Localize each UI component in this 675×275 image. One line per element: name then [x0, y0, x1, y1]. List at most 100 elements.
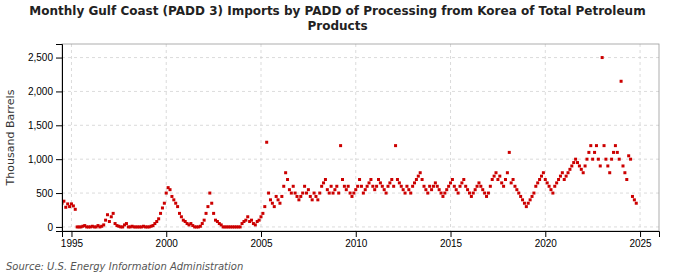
point: [385, 192, 388, 195]
point: [424, 188, 427, 191]
point: [271, 202, 274, 205]
chart: 199520002005201020152020202505001,0001,5…: [0, 0, 675, 275]
point: [316, 198, 319, 201]
point: [208, 192, 211, 195]
point: [345, 188, 348, 191]
point: [66, 202, 69, 205]
point: [614, 144, 617, 147]
point: [280, 195, 283, 198]
y-tick: 2,500: [28, 52, 62, 63]
title-line: Products: [307, 19, 367, 33]
point: [176, 205, 179, 208]
point: [303, 185, 306, 188]
y-tick-label: 1,500: [28, 120, 53, 131]
point: [551, 192, 554, 195]
point: [362, 192, 365, 195]
point: [284, 171, 287, 174]
point: [326, 188, 329, 191]
point: [544, 178, 547, 181]
point: [589, 144, 592, 147]
point: [199, 225, 202, 228]
point: [512, 178, 515, 181]
title-line: Monthly Gulf Coast (PADD 3) Imports by P…: [29, 4, 645, 18]
y-tick-mark: [56, 91, 62, 92]
point: [278, 202, 281, 205]
point: [595, 144, 598, 147]
point: [244, 219, 247, 222]
point: [347, 185, 350, 188]
point: [434, 181, 437, 184]
point: [282, 185, 285, 188]
point: [603, 144, 606, 147]
x-tick-label: 2005: [250, 238, 273, 249]
y-tick-mark: [56, 125, 62, 126]
point: [169, 188, 172, 191]
point: [457, 192, 460, 195]
x-tick-label: 2015: [440, 238, 463, 249]
point: [309, 195, 312, 198]
point: [320, 185, 323, 188]
point: [430, 188, 433, 191]
point: [201, 222, 204, 225]
point: [534, 185, 537, 188]
point: [286, 178, 289, 181]
point: [515, 188, 518, 191]
point: [510, 181, 513, 184]
point: [402, 188, 405, 191]
point: [178, 212, 181, 215]
point: [477, 181, 480, 184]
point: [165, 192, 168, 195]
y-tick: 1,000: [28, 154, 62, 165]
point: [250, 219, 253, 222]
point: [405, 185, 408, 188]
point: [273, 205, 276, 208]
point: [297, 198, 300, 201]
x-grid-line: [355, 44, 356, 231]
point: [356, 185, 359, 188]
point: [332, 192, 335, 195]
point: [631, 195, 634, 198]
point: [455, 188, 458, 191]
point: [409, 192, 412, 195]
point: [108, 220, 111, 223]
point: [621, 164, 624, 167]
point: [74, 208, 77, 211]
y-grid-line: [62, 57, 659, 58]
point: [485, 195, 488, 198]
point: [460, 181, 463, 184]
point: [398, 181, 401, 184]
y-axis-title: Thousand Barrels: [4, 89, 17, 186]
point: [584, 164, 587, 167]
point: [157, 217, 160, 220]
point: [568, 168, 571, 171]
x-axis-line: [63, 232, 660, 238]
point: [597, 158, 600, 161]
point: [368, 181, 371, 184]
point: [330, 185, 333, 188]
point: [559, 175, 562, 178]
point: [102, 223, 105, 226]
point: [277, 198, 280, 201]
point: [288, 188, 291, 191]
point: [521, 198, 524, 201]
point: [565, 175, 568, 178]
point: [527, 202, 530, 205]
point: [417, 175, 420, 178]
x-tick-mark: [640, 231, 641, 237]
point: [449, 181, 452, 184]
plot-frame: [62, 44, 659, 231]
point: [301, 192, 304, 195]
point: [369, 178, 372, 181]
point: [212, 212, 215, 215]
point: [263, 205, 266, 208]
point: [159, 212, 162, 215]
point: [341, 178, 344, 181]
point: [438, 188, 441, 191]
point: [466, 188, 469, 191]
point: [495, 171, 498, 174]
point: [275, 195, 278, 198]
point: [269, 198, 272, 201]
x-tick-mark: [261, 231, 262, 237]
point: [172, 198, 175, 201]
point: [635, 202, 638, 205]
